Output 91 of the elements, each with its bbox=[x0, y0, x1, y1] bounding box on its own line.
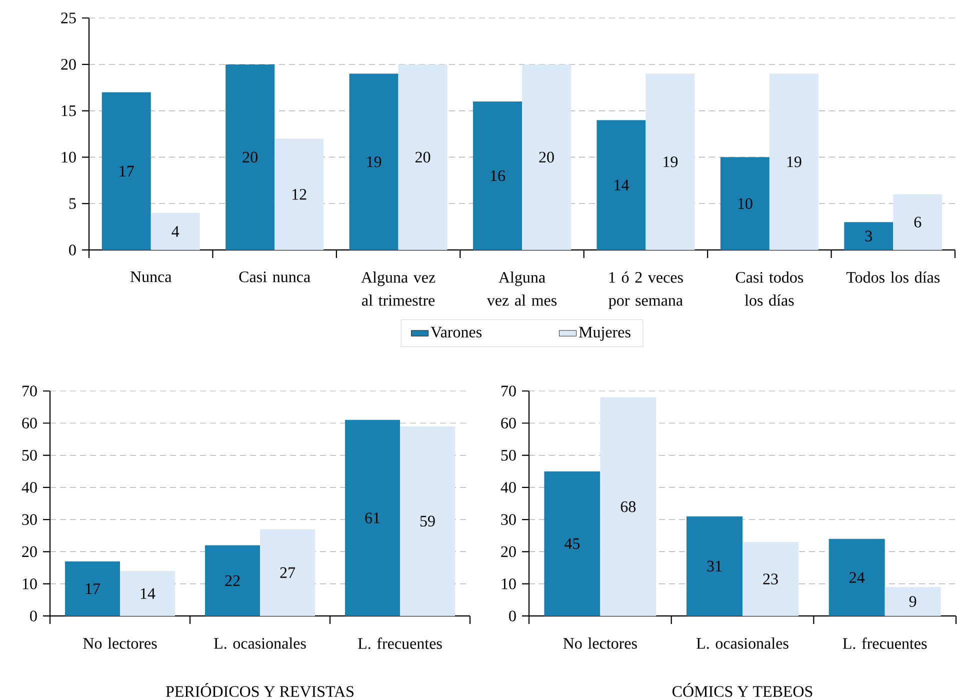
data-label: 31 bbox=[707, 560, 722, 572]
legend-label: Mujeres bbox=[578, 326, 630, 341]
data-label: 6 bbox=[914, 216, 922, 228]
x-tick-label: L. frecuentes bbox=[358, 638, 442, 650]
y-tick-label: 5 bbox=[69, 198, 76, 209]
bar bbox=[274, 138, 324, 250]
data-label: 19 bbox=[664, 156, 678, 168]
y-tick-label: 70 bbox=[502, 386, 516, 396]
y-tick-label: 10 bbox=[62, 152, 76, 163]
y-tick-label: 70 bbox=[22, 386, 37, 396]
data-label: 14 bbox=[614, 180, 629, 190]
data-label: 59 bbox=[420, 516, 435, 527]
y-tick-label: 30 bbox=[501, 514, 516, 525]
data-label: 3 bbox=[865, 230, 872, 242]
bar bbox=[600, 397, 656, 616]
bar bbox=[150, 212, 200, 250]
bar bbox=[260, 529, 316, 616]
y-tick-label: 50 bbox=[22, 450, 37, 461]
bar bbox=[544, 471, 600, 616]
data-label: 17 bbox=[120, 166, 134, 176]
y-tick-label: 20 bbox=[22, 546, 37, 558]
data-label: 16 bbox=[490, 170, 506, 182]
bar bbox=[686, 516, 743, 616]
bar bbox=[884, 587, 941, 616]
bar bbox=[473, 102, 522, 250]
x-tick-label: L. ocasionales bbox=[214, 638, 306, 649]
x-tick-label: 1 ó 2 veces por semana bbox=[608, 272, 683, 310]
bar bbox=[844, 222, 894, 250]
bar bbox=[102, 92, 151, 250]
data-label: 27 bbox=[280, 567, 296, 578]
y-tick-label: 0 bbox=[509, 610, 516, 622]
bar bbox=[828, 538, 885, 616]
bar bbox=[400, 426, 456, 616]
legend-label: Varones bbox=[430, 326, 482, 338]
data-label: 61 bbox=[365, 512, 380, 524]
bar bbox=[345, 420, 400, 616]
data-label: 23 bbox=[763, 574, 778, 584]
bar bbox=[120, 570, 176, 616]
y-tick-label: 30 bbox=[22, 514, 37, 525]
data-label: 45 bbox=[564, 538, 580, 550]
x-tick-label: L. ocasionales bbox=[696, 638, 788, 649]
text: CÓMICS Y TEBEOS bbox=[672, 683, 812, 697]
bar bbox=[205, 545, 260, 616]
data-label: 68 bbox=[620, 501, 636, 512]
x-tick-label: Casi nunca bbox=[239, 272, 310, 282]
data-label: 12 bbox=[292, 189, 306, 200]
bar bbox=[349, 74, 398, 250]
x-tick-label: No lectores bbox=[83, 638, 157, 649]
bar bbox=[720, 157, 770, 250]
y-tick-label: 10 bbox=[502, 578, 516, 590]
bar bbox=[893, 194, 942, 250]
x-tick-label: No lectores bbox=[563, 638, 637, 649]
text: PERIÓDICOS Y REVISTAS bbox=[166, 683, 354, 697]
y-tick-label: 0 bbox=[30, 610, 37, 622]
y-tick-label: 20 bbox=[61, 58, 76, 70]
data-label: 4 bbox=[172, 226, 180, 237]
y-tick-label: 40 bbox=[500, 482, 516, 493]
y-tick-label: 15 bbox=[62, 105, 76, 116]
data-label: 9 bbox=[909, 596, 916, 607]
y-tick-label: 60 bbox=[501, 418, 516, 429]
bar bbox=[769, 74, 818, 250]
x-tick-label: Todos los días bbox=[846, 272, 940, 283]
y-tick-label: 60 bbox=[22, 418, 37, 429]
bar bbox=[646, 74, 695, 250]
x-tick-label: Casi todos los días bbox=[736, 272, 804, 306]
bar bbox=[742, 542, 799, 616]
x-tick-label: L. frecuentes bbox=[842, 638, 927, 650]
data-label: 20 bbox=[416, 152, 430, 163]
data-label: 22 bbox=[225, 575, 240, 586]
data-label: 10 bbox=[738, 198, 752, 209]
data-label: 14 bbox=[140, 588, 156, 599]
data-label: 17 bbox=[86, 583, 100, 594]
bar bbox=[522, 64, 572, 250]
data-label: 24 bbox=[850, 572, 865, 583]
data-label: 19 bbox=[367, 156, 382, 168]
bar bbox=[226, 64, 275, 250]
y-tick-label: 25 bbox=[61, 12, 76, 24]
x-tick-label: Alguna vez al trimestre bbox=[361, 272, 436, 306]
x-tick-label: Nunca bbox=[130, 272, 172, 282]
y-tick-label: 0 bbox=[69, 244, 76, 256]
bar bbox=[65, 561, 120, 616]
y-tick-label: 40 bbox=[22, 482, 37, 493]
data-label: 19 bbox=[787, 156, 802, 168]
data-label: 20 bbox=[539, 152, 554, 163]
y-tick-label: 50 bbox=[501, 450, 516, 461]
bar bbox=[398, 64, 448, 250]
data-label: 20 bbox=[242, 152, 258, 163]
y-tick-label: 20 bbox=[501, 546, 516, 558]
y-tick-label: 10 bbox=[22, 578, 37, 590]
x-tick-label: Alguna vez al mes bbox=[486, 272, 557, 306]
bar bbox=[596, 120, 646, 250]
